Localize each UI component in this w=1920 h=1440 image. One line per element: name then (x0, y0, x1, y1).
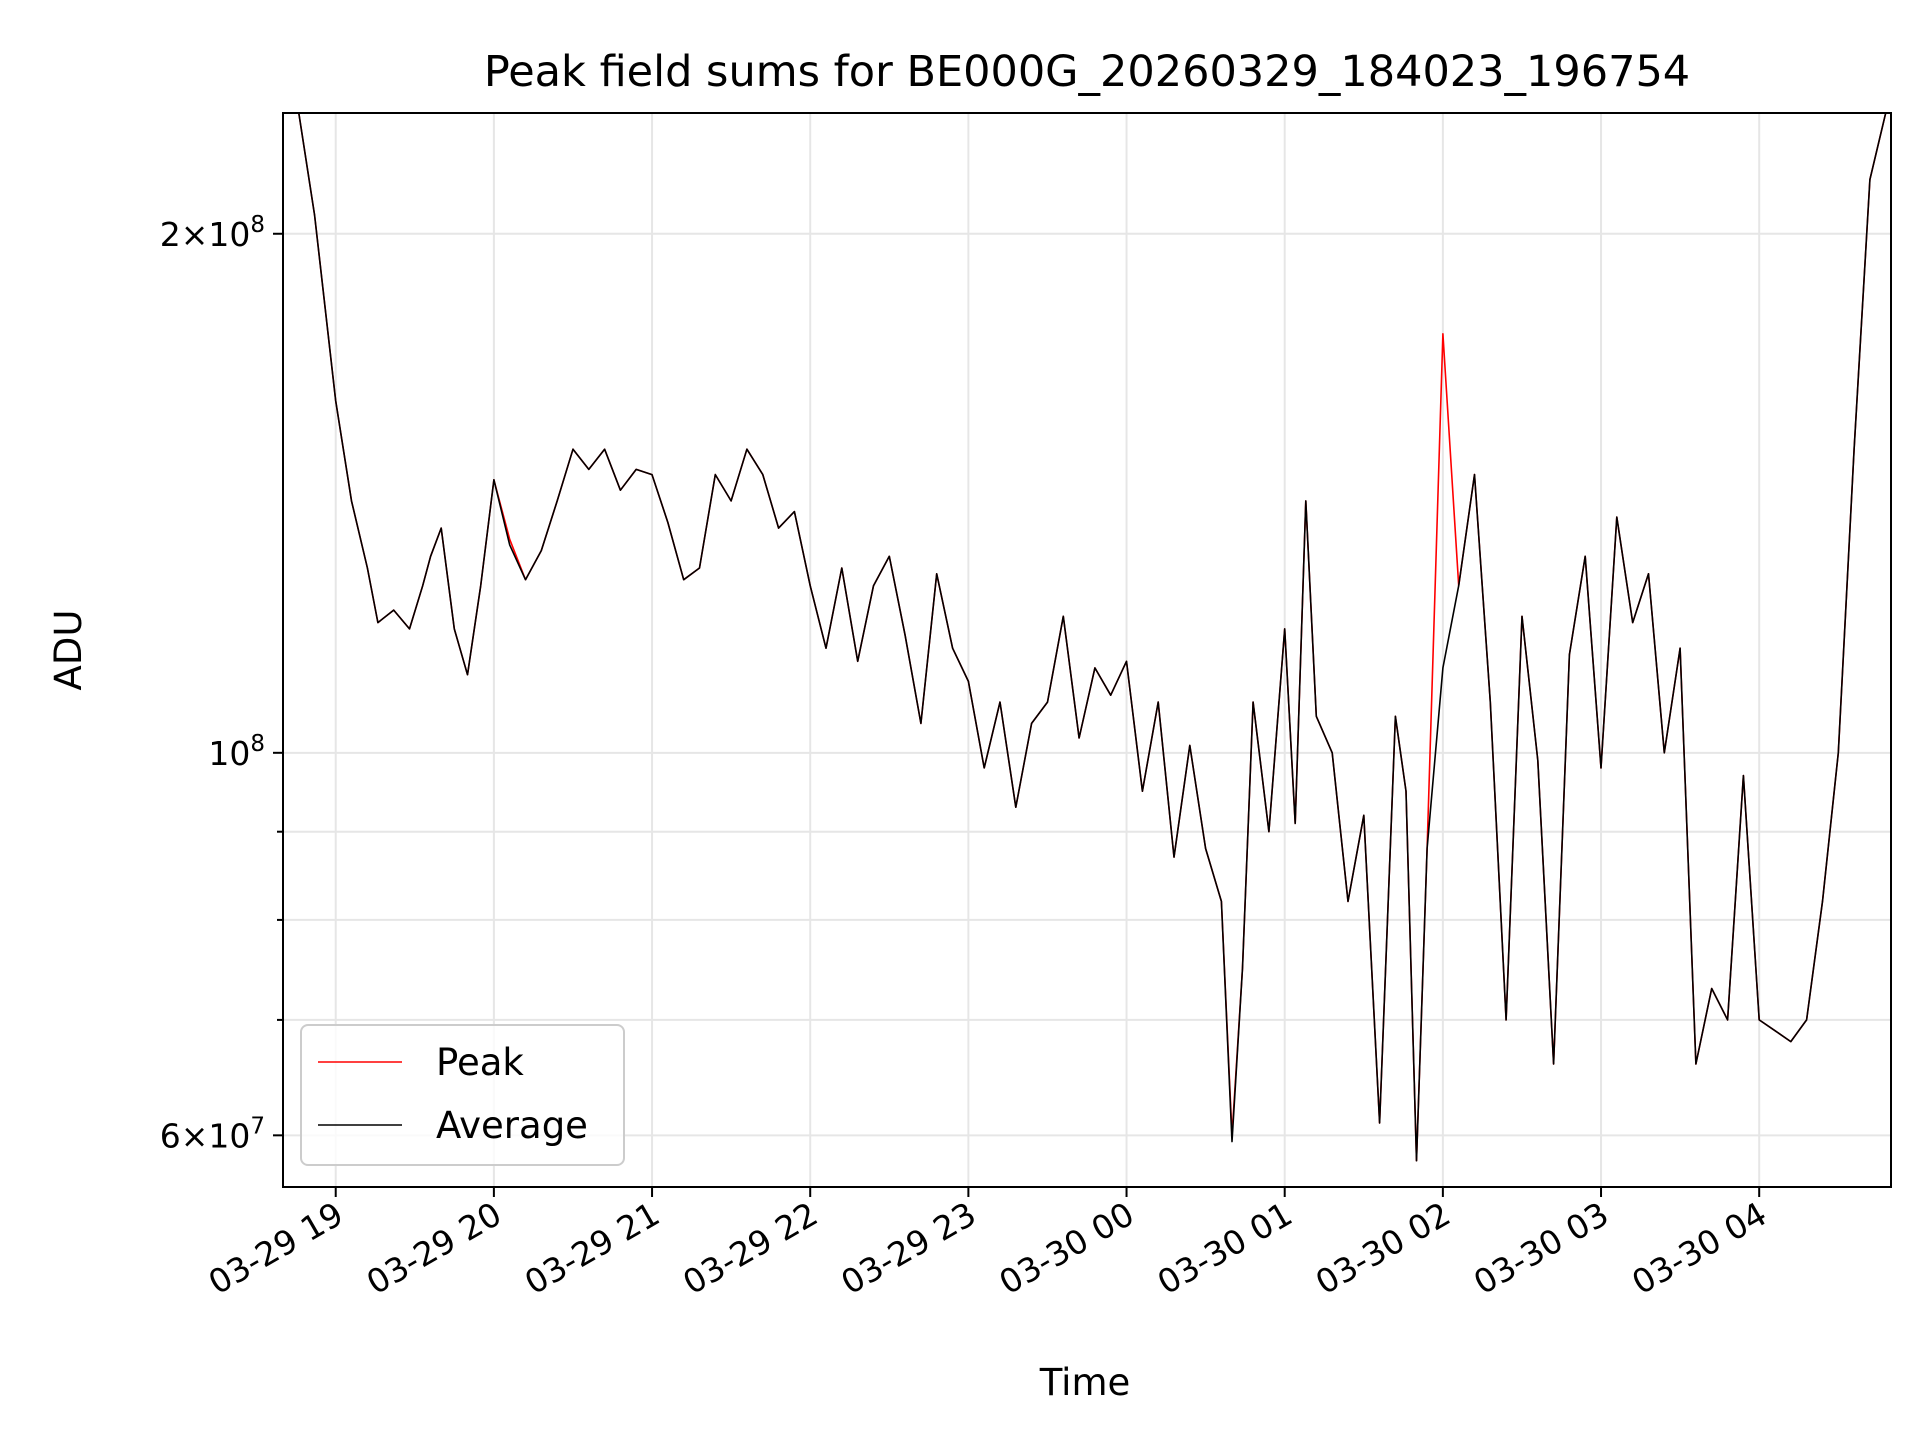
y-axis-label: ADU (47, 610, 90, 691)
grid (283, 113, 1891, 1187)
legend-box (300, 1024, 625, 1166)
legend-label-peak: Peak (436, 1041, 524, 1084)
y-tick-label: 108 (208, 731, 265, 773)
chart-title: Peak field sums for BE000G_20260329_1840… (484, 47, 1690, 97)
legend-label-average: Average (436, 1104, 588, 1147)
y-tick-label: 2×108 (160, 212, 265, 254)
series-average-line (283, 112, 1887, 1162)
plot-frame (282, 112, 1892, 1188)
legend: Peak Average (300, 1024, 625, 1166)
series-layer (283, 112, 1887, 1162)
y-tick-label: 6×107 (160, 1113, 265, 1155)
x-axis-label: Time (1039, 1361, 1131, 1404)
